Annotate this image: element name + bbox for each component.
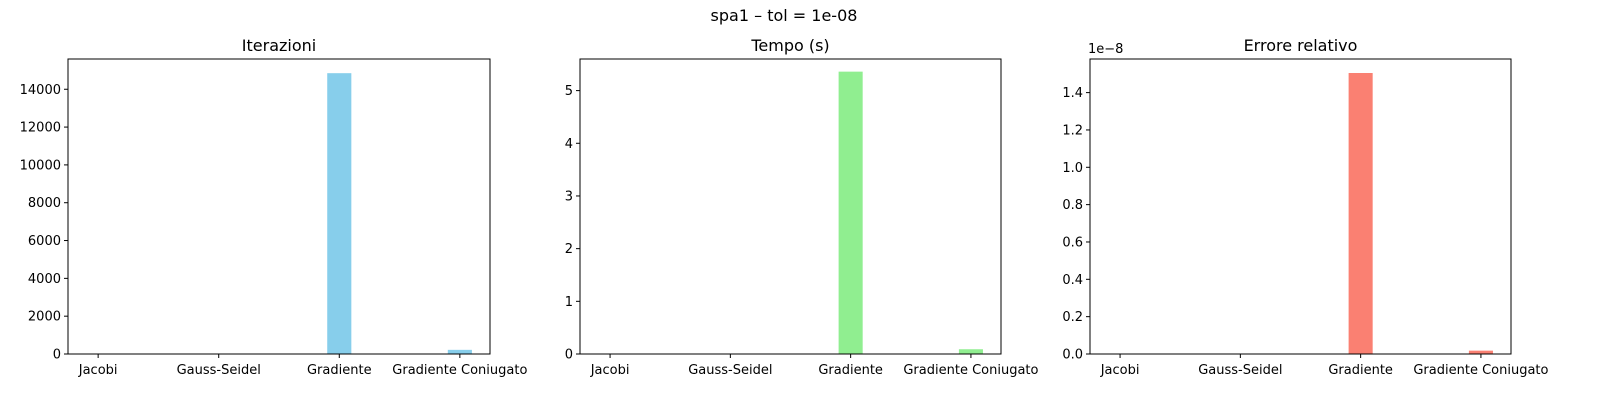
y-tick-label: 0: [565, 348, 573, 363]
y-tick-label: 14000: [20, 83, 61, 98]
x-tick-label: Gauss-Seidel: [177, 363, 261, 378]
x-tick-label: Gauss-Seidel: [1198, 363, 1282, 378]
y-tick-label: 10000: [20, 158, 61, 173]
bar-gradiente: [838, 71, 863, 355]
x-tick-label: Jacobi: [1100, 363, 1140, 378]
x-tick-label: Jacobi: [590, 363, 630, 378]
x-tick-label: Jacobi: [78, 363, 118, 378]
subplot-title: Tempo (s): [750, 36, 829, 55]
y-tick-label: 0.8: [1062, 198, 1083, 213]
bar-gradiente: [327, 73, 352, 355]
y-tick-label: 5: [565, 84, 573, 99]
subplot-title: Errore relativo: [1244, 36, 1358, 55]
y-tick-label: 0.4: [1062, 273, 1083, 288]
figure-suptitle: spa1 – tol = 1e-08: [711, 6, 858, 25]
axes-frame: [579, 58, 1002, 355]
x-tick-label: Gradiente Coniugato: [392, 363, 527, 378]
y-tick-label: 0.0: [1062, 348, 1083, 363]
axes-frame: [67, 58, 491, 355]
subplot-3: Errore relativo 0.0 0.2 0.4 0.6 0.8 1.0 1.2 1.4 J…: [1062, 36, 1548, 378]
x-tick-label: Gauss-Seidel: [688, 363, 772, 378]
y-tick-label: 3: [565, 189, 573, 204]
y-tick-label: 1.4: [1062, 86, 1083, 101]
y-tick-label: 1.2: [1062, 123, 1083, 138]
y-tick-label: 0.6: [1062, 235, 1083, 250]
subplot-title: Iterazioni: [242, 36, 316, 55]
bar-gradiente: [1348, 73, 1373, 354]
x-tick-label: Gradiente: [307, 363, 372, 378]
axes-frame: [1089, 58, 1512, 355]
x-tick-label: Gradiente: [1328, 363, 1393, 378]
x-tick-label: Gradiente Coniugato: [1413, 363, 1548, 378]
charts: Iterazioni020004000600080001000012000140…: [20, 36, 1549, 378]
bar-gradiente-coniugato: [1468, 350, 1493, 354]
y-tick-label: 1.0: [1062, 161, 1083, 176]
y-offset-label: 1e−8: [1088, 42, 1123, 57]
subplot-1: Iterazioni 0 2000 4000 6000 8000 10000 12000 140…: [20, 36, 528, 378]
y-tick-label: 4000: [28, 272, 61, 287]
subplot-2: Tempo (s) 0 1 2 3 4 5 Jacobi Gauss-Seidel Gradien…: [565, 36, 1039, 378]
y-tick-label: 2000: [28, 310, 61, 325]
y-tick-label: 1: [565, 295, 573, 310]
y-tick-label: 6000: [28, 234, 61, 249]
y-tick-label: 0.2: [1062, 310, 1083, 325]
y-tick-label: 4: [565, 137, 573, 152]
y-tick-label: 2: [565, 242, 573, 257]
x-tick-label: Gradiente Coniugato: [903, 363, 1038, 378]
bar-gradiente-coniugato: [447, 349, 472, 354]
y-tick-label: 8000: [28, 196, 61, 211]
y-tick-label: 0: [53, 348, 61, 363]
x-tick-label: Gradiente: [818, 363, 883, 378]
y-tick-label: 12000: [20, 121, 61, 136]
bar-gradiente-coniugato: [958, 349, 983, 354]
